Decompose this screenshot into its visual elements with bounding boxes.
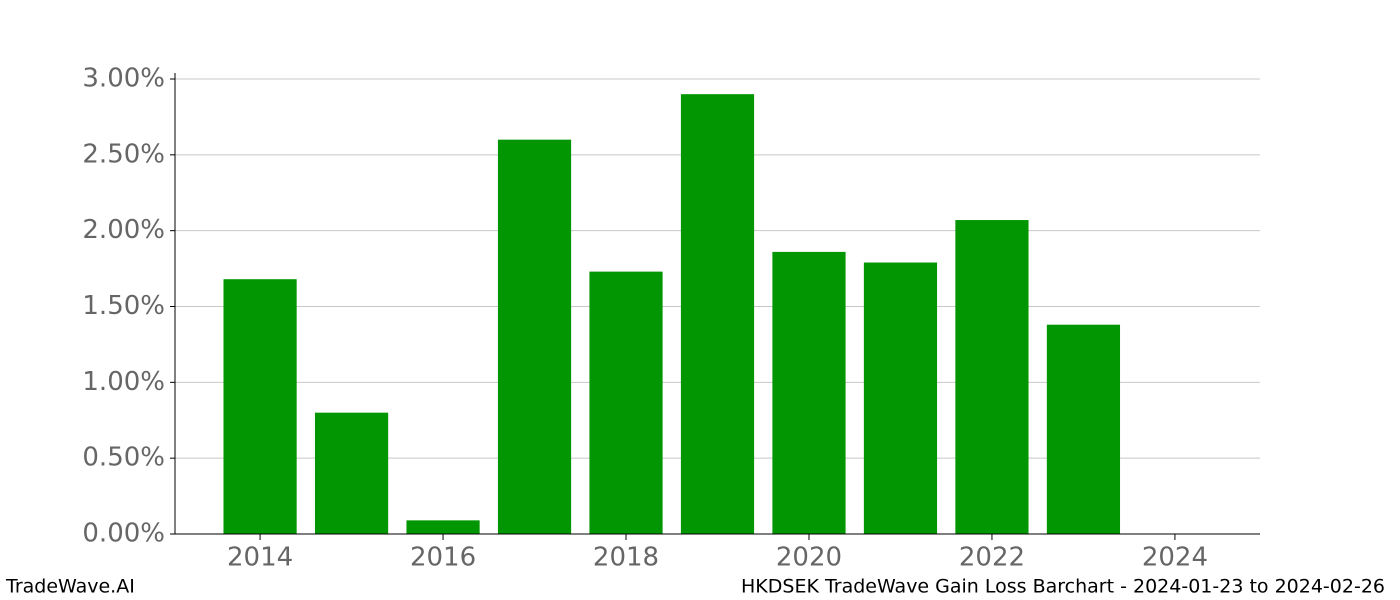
y-tick-label: 1.50% bbox=[82, 291, 165, 321]
x-tick-label: 2020 bbox=[776, 543, 842, 573]
x-tick-label: 2016 bbox=[410, 543, 476, 573]
bar bbox=[406, 520, 480, 534]
y-tick-label: 2.00% bbox=[82, 215, 165, 245]
y-tick-label: 0.00% bbox=[82, 519, 165, 549]
footer-left: TradeWave.AI bbox=[5, 576, 135, 598]
footer-right: HKDSEK TradeWave Gain Loss Barchart - 20… bbox=[741, 576, 1385, 598]
bar bbox=[589, 271, 663, 534]
x-tick-label: 2014 bbox=[227, 543, 293, 573]
bar bbox=[223, 279, 297, 534]
bar bbox=[314, 412, 389, 534]
x-tick-label: 2018 bbox=[593, 543, 659, 573]
y-tick-label: 2.50% bbox=[82, 139, 165, 169]
bar bbox=[863, 262, 938, 534]
bar bbox=[497, 139, 572, 534]
y-tick-label: 1.00% bbox=[82, 367, 165, 397]
bar bbox=[772, 251, 846, 534]
x-tick-label: 2024 bbox=[1142, 543, 1208, 573]
y-tick-label: 3.00% bbox=[82, 64, 165, 94]
bar bbox=[955, 220, 1029, 535]
bar bbox=[680, 94, 755, 535]
y-tick-label: 0.50% bbox=[82, 443, 165, 473]
bar bbox=[1046, 324, 1121, 534]
x-tick-label: 2022 bbox=[959, 543, 1025, 573]
